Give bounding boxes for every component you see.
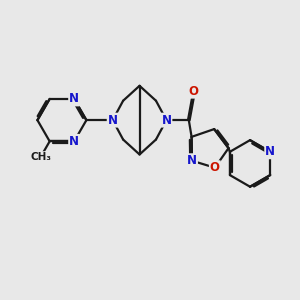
Text: N: N — [69, 135, 79, 148]
Text: N: N — [161, 114, 171, 127]
Text: CH₃: CH₃ — [31, 152, 52, 162]
Text: N: N — [108, 114, 118, 127]
Text: O: O — [210, 161, 220, 174]
Text: N: N — [187, 154, 197, 167]
Text: O: O — [188, 85, 198, 98]
Text: N: N — [69, 92, 79, 105]
Text: N: N — [265, 145, 275, 158]
